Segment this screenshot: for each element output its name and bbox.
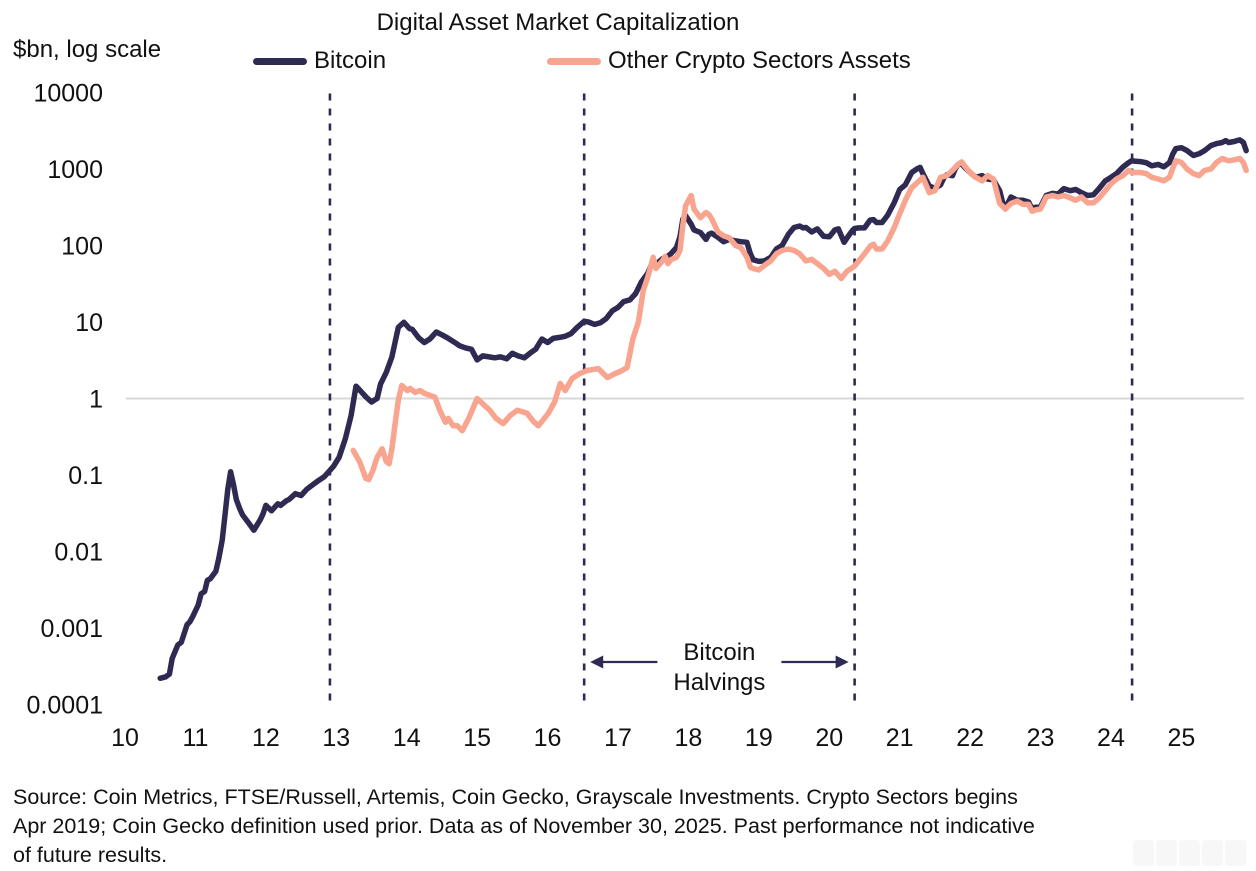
- bitcoin-series-line: [157, 137, 1249, 682]
- y-tick-label: 10: [75, 309, 103, 337]
- right-arrow-head-icon: [835, 655, 849, 669]
- x-tick-label: 20: [815, 724, 843, 752]
- y-tick-label: 1000: [47, 156, 103, 184]
- y-tick-label: 10000: [33, 80, 103, 108]
- y-tick-label: 0.001: [40, 615, 103, 643]
- left-arrow-head-icon: [590, 655, 604, 669]
- x-tick-label: 10: [111, 724, 139, 752]
- legend-item-other-crypto: Other Crypto Sectors Assets: [547, 47, 911, 75]
- x-tick-label: 23: [1027, 724, 1055, 752]
- x-tick-label: 11: [182, 724, 208, 752]
- y-tick-label: 100: [61, 233, 103, 261]
- annotation-bitcoin-halvings-line2: Halvings: [673, 669, 765, 696]
- y-tick-label: 1: [89, 386, 103, 414]
- legend-label-bitcoin: Bitcoin: [314, 47, 387, 74]
- watermark: [1133, 840, 1246, 866]
- x-tick-label: 14: [393, 724, 421, 752]
- x-tick-label: 17: [604, 724, 632, 752]
- x-tick-label: 12: [252, 724, 280, 752]
- other-crypto-series-line: [350, 155, 1249, 483]
- x-tick-label: 21: [886, 724, 914, 752]
- other-crypto-line-swatch: [547, 57, 601, 65]
- x-tick-label: 18: [675, 724, 703, 752]
- source-note-line-2: Apr 2019; Coin Gecko definition used pri…: [13, 814, 1035, 838]
- x-tick-label: 22: [956, 724, 984, 752]
- y-tick-label: 0.1: [68, 462, 103, 490]
- legend-item-bitcoin: Bitcoin: [253, 47, 386, 75]
- x-tick-label: 13: [322, 724, 350, 752]
- source-note-line-1: Source: Coin Metrics, FTSE/Russell, Arte…: [13, 785, 1018, 809]
- y-tick-label: 0.01: [54, 539, 103, 567]
- x-tick-label: 15: [463, 724, 491, 752]
- x-tick-label: 24: [1097, 724, 1125, 752]
- source-note-line-3: of future results.: [13, 843, 168, 867]
- bitcoin-line-swatch: [253, 57, 307, 65]
- source-note: Source: Coin Metrics, FTSE/Russell, Arte…: [13, 783, 1248, 870]
- x-tick-label: 16: [534, 724, 562, 752]
- y-axis-unit-label: $bn, log scale: [13, 36, 162, 63]
- x-tick-label: 19: [745, 724, 773, 752]
- legend-label-other-crypto: Other Crypto Sectors Assets: [608, 47, 911, 74]
- x-tick-label: 25: [1167, 724, 1195, 752]
- annotation-bitcoin-halvings-line1: Bitcoin: [683, 639, 755, 666]
- y-tick-label: 0.0001: [27, 692, 103, 720]
- chart-title: Digital Asset Market Capitalization: [376, 9, 740, 36]
